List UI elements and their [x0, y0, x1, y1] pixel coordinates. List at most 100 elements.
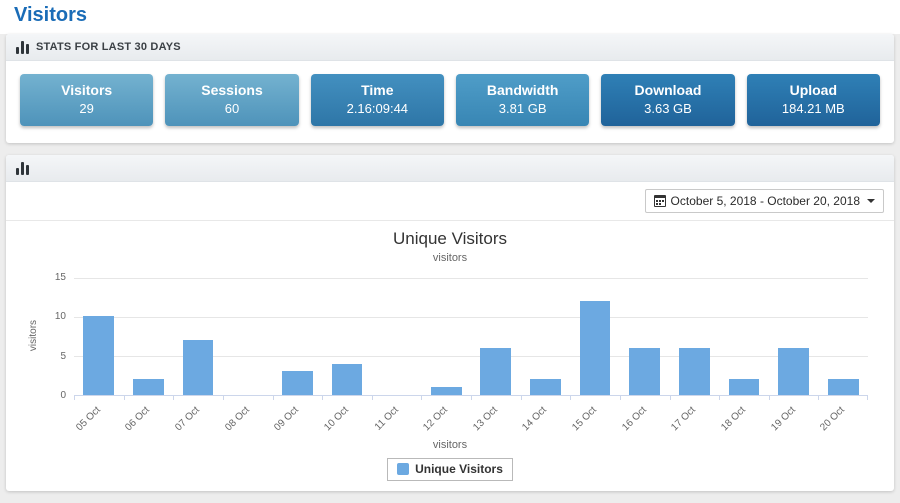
bar-06-oct[interactable]: [133, 379, 164, 395]
stats-panel: STATS FOR LAST 30 DAYS Visitors 29 Session…: [6, 34, 894, 143]
x-tick: [74, 395, 75, 400]
x-tick: [371, 395, 373, 400]
x-tick: [818, 395, 820, 400]
bar-chart-icon: [16, 161, 29, 175]
bar-slot: [769, 278, 819, 395]
chart-subtitle: visitors: [432, 252, 468, 264]
stat-card-value: 60: [224, 101, 240, 116]
calendar-icon: [653, 195, 666, 207]
bar-05-oct[interactable]: [83, 316, 115, 395]
bar-slot: [818, 278, 868, 395]
gridline: [74, 356, 868, 358]
bar-slot: [521, 278, 571, 395]
gridline: [74, 277, 868, 279]
stat-card-bandwidth: Bandwidth 3.81 GB: [455, 74, 590, 126]
x-tick: [867, 395, 868, 400]
stat-card-label: Upload: [789, 82, 838, 98]
chart-toolbar: October 5, 2018 - October 20, 2018: [6, 182, 894, 220]
stat-card-label: Time: [361, 82, 394, 98]
legend-label: Unique Visitors: [415, 462, 503, 476]
bar-16-oct[interactable]: [629, 347, 661, 395]
stats-cards: Visitors 29 Sessions 60 Time 2.16:09:44 Bandwi…: [6, 61, 894, 143]
stat-card-label: Download: [634, 82, 702, 98]
bar-13-oct[interactable]: [480, 347, 512, 395]
stat-card-value: 2.16:09:44: [346, 101, 409, 116]
x-tick: [570, 395, 572, 400]
bar-slot: [322, 278, 372, 395]
x-tick: [173, 395, 175, 400]
stat-card-label: Visitors: [61, 82, 113, 98]
x-tick: [123, 395, 125, 400]
x-tick: [520, 395, 522, 400]
stat-card-sessions: Sessions 60: [165, 74, 299, 126]
bar-slot: [223, 278, 273, 395]
stat-card-label: Bandwidth: [486, 82, 559, 98]
bar-10-oct[interactable]: [331, 363, 363, 395]
bar-slot: [471, 278, 521, 395]
chart-legend[interactable]: Unique Visitors: [387, 458, 513, 481]
x-tick: [619, 395, 621, 400]
x-axis-labels: 05 Oct 06 Oct 07 Oct 08 Oct 09 Oct 10 Oct 11 O…: [74, 396, 868, 438]
bar-slot: [620, 278, 670, 395]
y-tick-label: 5: [60, 350, 66, 362]
bar-17-oct[interactable]: [678, 347, 710, 395]
stats-panel-header: STATS FOR LAST 30 DAYS: [6, 34, 894, 61]
legend-swatch-icon: [397, 463, 410, 475]
stat-card-download: Download 3.63 GB: [601, 74, 735, 126]
x-tick: [471, 395, 472, 400]
y-tick-label: 15: [54, 272, 66, 283]
bar-slot: [173, 278, 223, 395]
legend-row: Unique Visitors: [18, 458, 882, 481]
x-axis-title: visitors: [432, 439, 468, 451]
stat-card-upload: Upload 184.21 MB: [746, 74, 880, 126]
x-tick: [421, 395, 423, 400]
bar-slot: [273, 278, 323, 395]
bar-chart-icon: [16, 40, 29, 54]
y-tick-label: 0: [60, 390, 66, 401]
stat-card-value: 3.81 GB: [498, 101, 547, 116]
bar-20-oct[interactable]: [827, 379, 859, 395]
bar-slot: [124, 278, 174, 395]
stats-panel-title: STATS FOR LAST 30 DAYS: [36, 41, 181, 53]
stat-card-value: 3.63 GB: [644, 101, 692, 116]
bar-19-oct[interactable]: [778, 347, 809, 395]
stat-card-value: 29: [79, 101, 94, 116]
bar-12-oct[interactable]: [430, 387, 462, 395]
caret-down-icon: [867, 199, 875, 203]
x-tick: [222, 395, 224, 400]
x-tick: [322, 395, 324, 400]
y-tick-label: 10: [54, 311, 66, 323]
chart-panel-header: [6, 155, 894, 182]
page-header: Visitors: [0, 0, 900, 34]
bar-07-oct[interactable]: [182, 339, 214, 395]
x-tick: [272, 395, 274, 400]
divider: [6, 220, 894, 221]
stat-card-time: Time 2.16:09:44: [310, 74, 444, 126]
chart-title: Unique Visitors: [392, 229, 508, 248]
x-tick: [719, 395, 721, 400]
bar-09-oct[interactable]: [281, 371, 313, 395]
bar-slot: [719, 278, 769, 395]
x-tick: [669, 395, 671, 400]
stat-card-label: Sessions: [201, 82, 263, 98]
bar-slot: [372, 278, 422, 395]
unique-visitors-chart: Unique Visitors visitors visitors 0 5 10 15…: [6, 221, 894, 491]
gridline: [74, 316, 868, 318]
stat-card-value: 184.21 MB: [781, 101, 845, 116]
bar-slot: [670, 278, 720, 395]
page-title: Visitors: [14, 4, 87, 26]
bar-18-oct[interactable]: [728, 379, 760, 395]
date-range-picker[interactable]: October 5, 2018 - October 20, 2018: [644, 189, 884, 213]
plot-area: visitors 0 5 10 15: [28, 272, 868, 401]
x-tick: [768, 395, 770, 400]
bar-15-oct[interactable]: [579, 300, 611, 395]
chart-panel: October 5, 2018 - October 20, 2018 Uniqu…: [6, 155, 894, 491]
plot: 0 5 10 15: [55, 272, 868, 401]
date-range-label: October 5, 2018 - October 20, 2018: [670, 194, 860, 208]
y-axis-title: visitors: [28, 319, 40, 352]
stat-card-visitors: Visitors 29: [20, 74, 154, 126]
bar-slot: [421, 278, 471, 395]
bar-14-oct[interactable]: [530, 379, 561, 395]
bar-slot: [570, 278, 620, 395]
bar-slot: [74, 278, 124, 395]
